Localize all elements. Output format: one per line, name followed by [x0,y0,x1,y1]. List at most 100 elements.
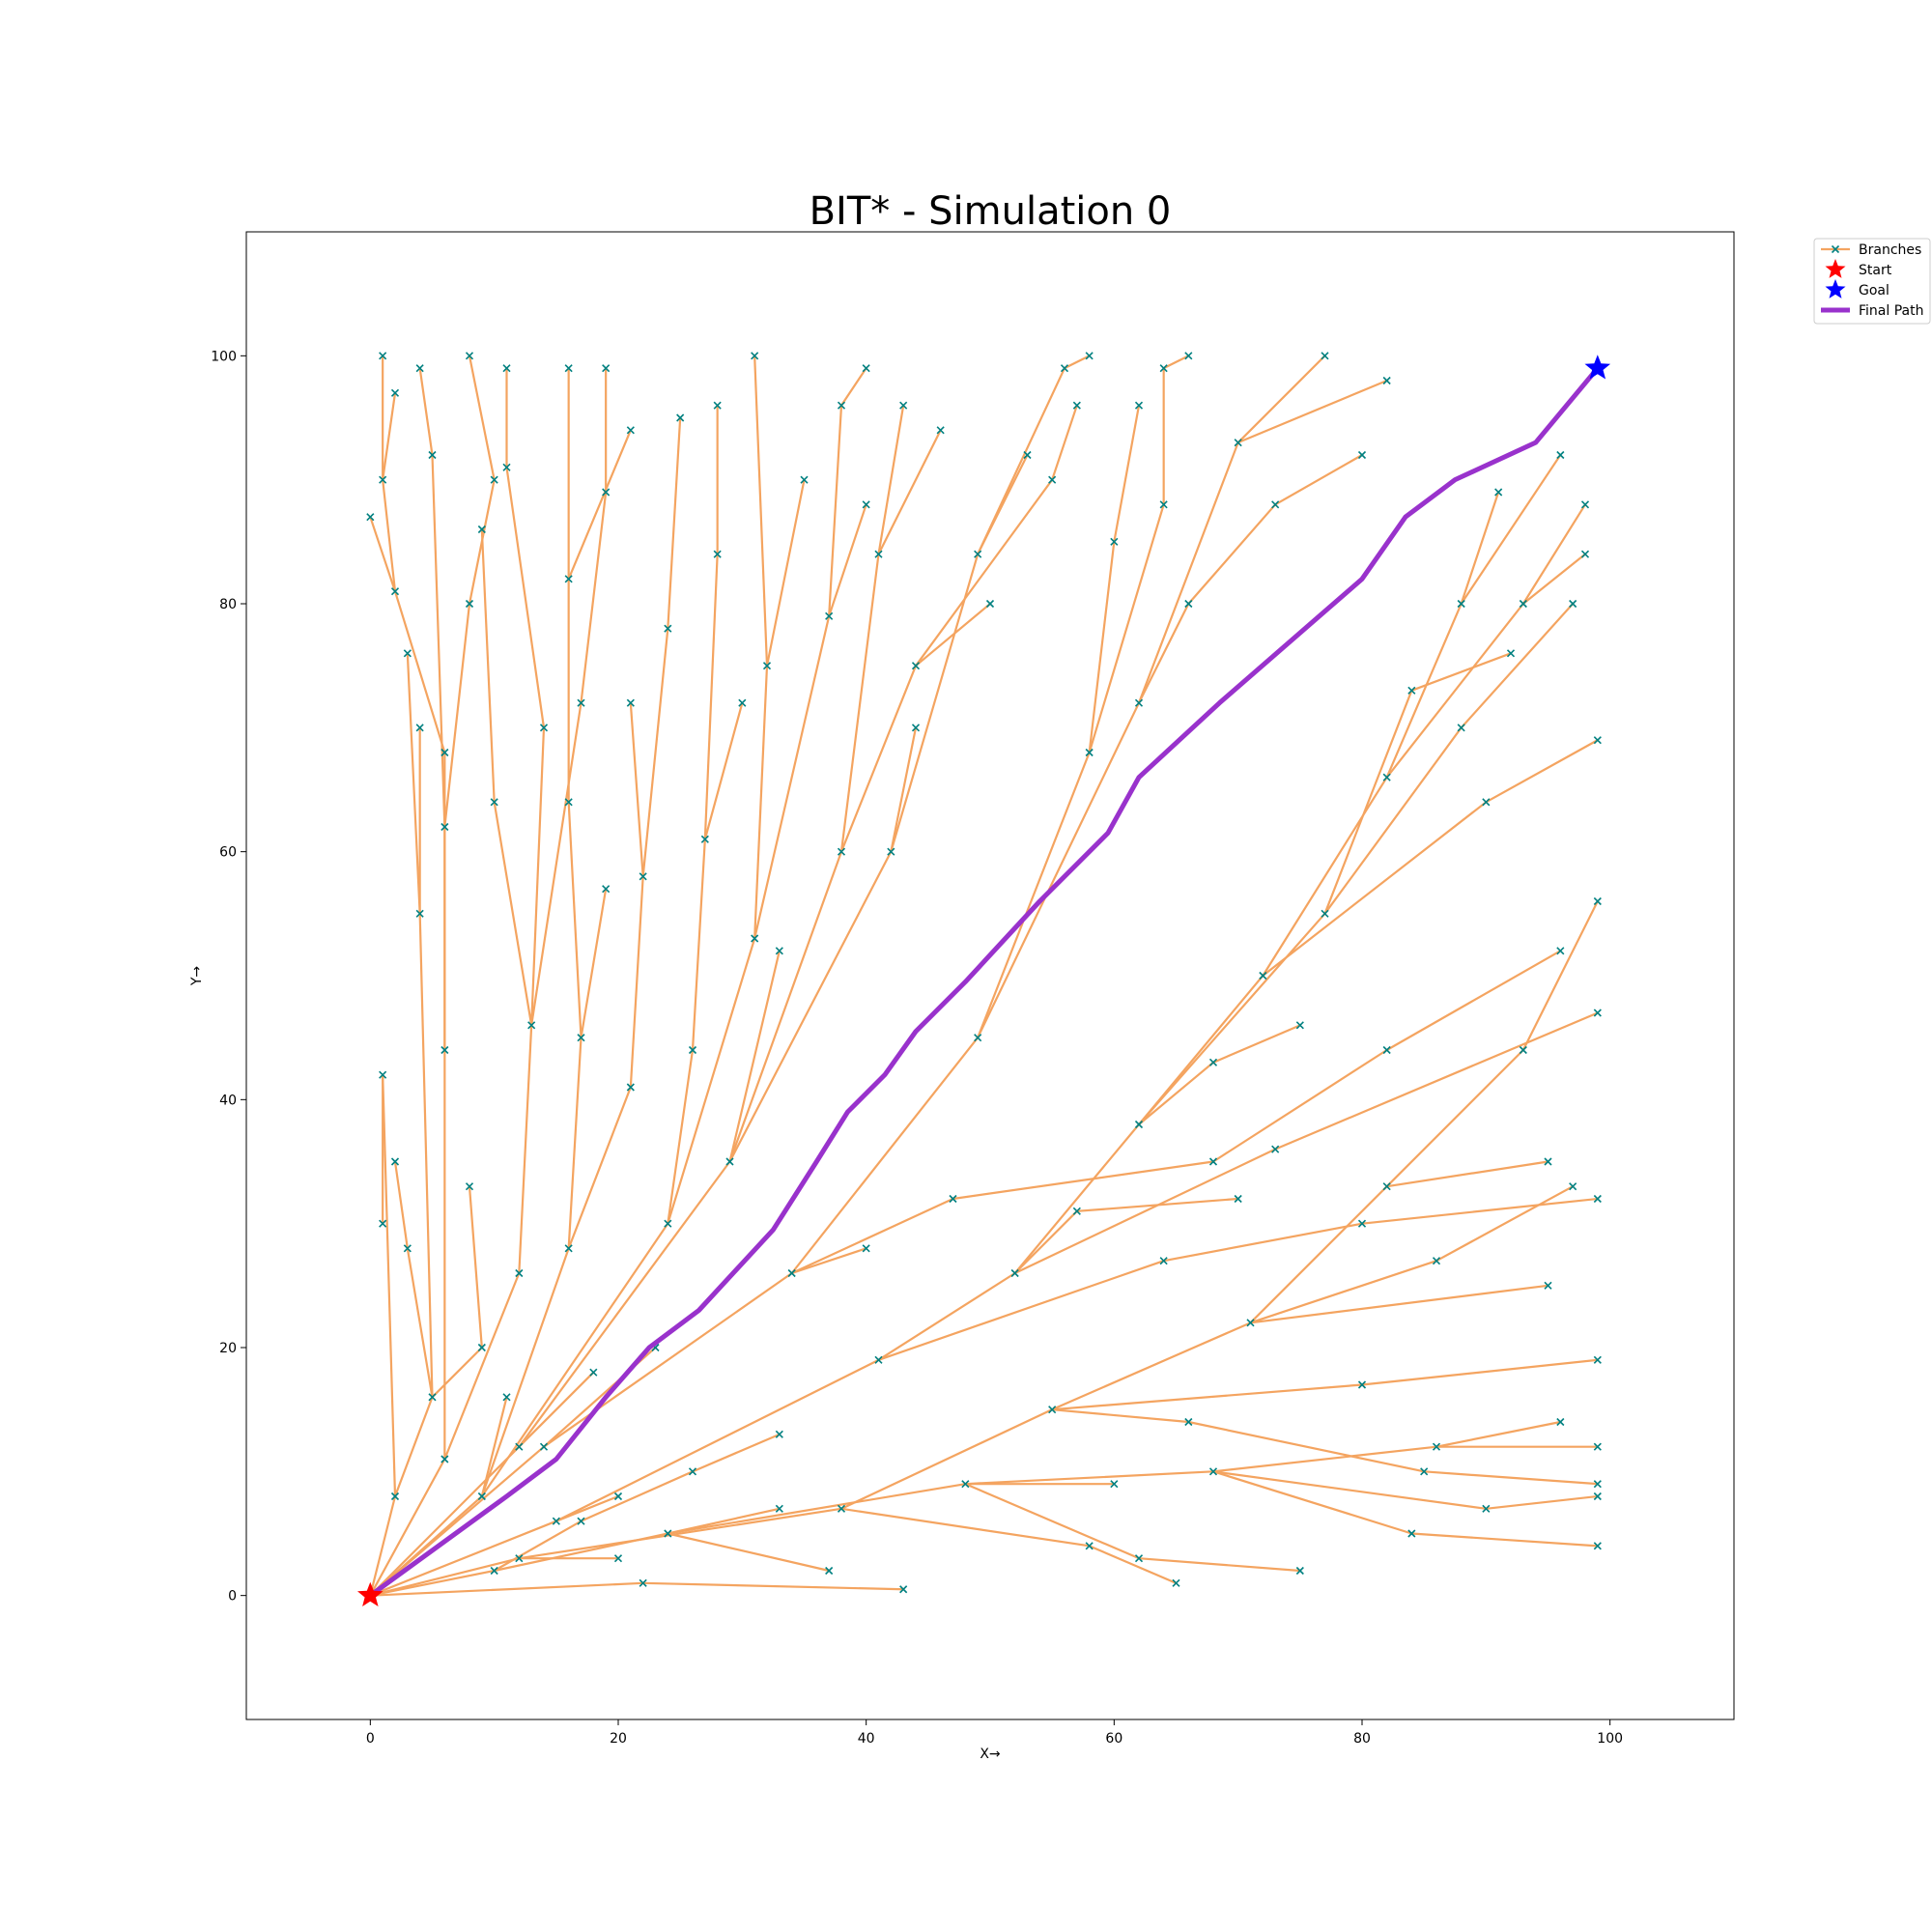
branch-edge [1460,602,1575,729]
branch-edge [369,1569,496,1597]
branch-edge [691,1433,781,1473]
branch-node [985,599,995,609]
branch-node [626,426,635,435]
x-tick-label: 40 [858,1731,875,1747]
branch-edge [1323,726,1463,915]
branch-node [1382,1045,1391,1055]
branch-node [1271,1145,1280,1153]
branch-node [440,822,449,832]
branch-node [602,488,611,497]
branch-node [1432,1442,1441,1451]
branch-edge [667,1048,695,1225]
branch-node [862,1244,870,1253]
endpoint-layer [357,355,1611,1606]
branch-edge [393,590,446,754]
branch-edge [493,801,533,1027]
branch-node [738,698,747,707]
branch-edge [369,1458,446,1597]
x-tick-label: 60 [1105,1731,1122,1747]
branch-node [974,1034,982,1042]
branch-edge [839,665,918,853]
branch-node [490,475,498,484]
branch-node [1172,1578,1180,1587]
branch-node [564,798,573,807]
branch-node [874,550,883,558]
branch-edge [790,1247,867,1275]
branch-node [440,1045,449,1055]
branch-node [502,364,511,373]
branch-edge [1211,1470,1413,1535]
y-tick-label: 40 [219,1093,237,1108]
branch-node [1556,947,1565,955]
legend-label: Final Path [1859,303,1923,319]
branch-node [676,413,685,422]
branch-edge [1013,1122,1141,1275]
branch-edge [667,416,682,630]
branch-edge [914,602,992,668]
branch-node [490,1566,498,1576]
y-tick-label: 20 [219,1341,237,1356]
branch-edge [629,875,644,1089]
branch-node [465,352,474,360]
branch-edge [1162,1222,1364,1263]
y-tick-label: 60 [219,845,237,861]
branch-edge [1249,1185,1388,1324]
branch-node [1085,748,1094,757]
branch-node [911,724,921,732]
branch-edge [753,355,769,668]
branch-edge [1051,1383,1364,1411]
branch-node [775,1504,783,1513]
legend-item-start: Start [1825,259,1892,278]
branch-edge [382,391,397,481]
branch-node [1457,599,1465,609]
branch-node [1208,1058,1218,1066]
branch-edge [877,1260,1165,1361]
start-marker [357,1581,384,1606]
final-path-layer [368,366,1600,1598]
branch-edge [1088,1545,1178,1584]
branch-edge [567,1086,632,1250]
branch-edge [567,1037,582,1250]
x-axis: 0 20 40 60 80 100 [366,1719,1623,1747]
branch-edge [1187,1420,1426,1473]
branch-edge [468,355,496,481]
branch-node [490,798,498,807]
branch-node [564,575,573,583]
branch-node [1593,1480,1602,1489]
y-tick-label: 100 [211,349,237,364]
x-axis-label: X→ [980,1747,1001,1762]
branch-edge [977,453,1029,555]
branch-node [664,624,672,633]
branch-node [1556,450,1565,460]
branch-node [1321,909,1329,918]
branch-node [428,450,437,460]
branch-node [1184,352,1193,360]
branch-node [1321,352,1329,360]
branch-node [502,463,511,471]
branch-node [403,649,412,658]
branch-edge [530,701,582,1027]
branch-edge [369,1445,521,1597]
branch-node [1134,401,1144,410]
branch-node [1580,550,1590,558]
branch-node [602,364,611,373]
branch-node [1569,1182,1577,1191]
branch-edge [641,1581,905,1591]
branch-edge [369,1520,557,1597]
branch-edge [468,1185,483,1350]
branch-node [639,1578,647,1587]
branch-edge [369,1557,521,1597]
branch-edge [542,1271,793,1448]
branch-edge [839,1507,1091,1548]
branch-edge [1236,355,1326,444]
branch-edge [418,367,434,457]
branch-node [589,1368,598,1377]
branch-edge [1410,1532,1599,1548]
branch-node [1420,1467,1429,1476]
branch-node [415,724,424,732]
branch-edge [1211,1445,1438,1473]
branch-node [515,1268,524,1278]
branch-node [1208,1467,1218,1476]
branch-node [1159,500,1168,509]
branch-edge [1137,441,1239,704]
